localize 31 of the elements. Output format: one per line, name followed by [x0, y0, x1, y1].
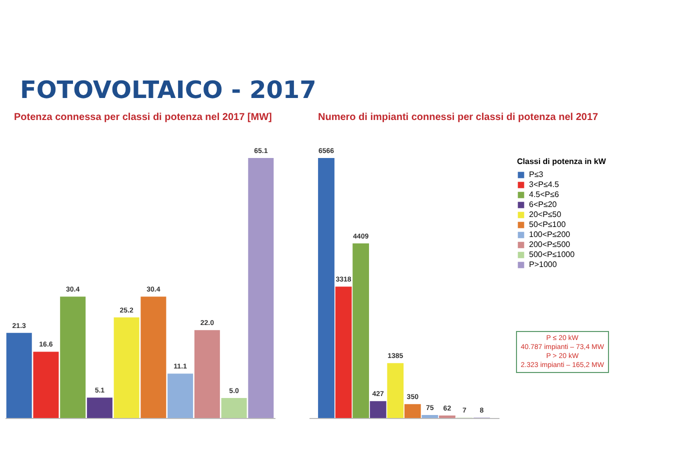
bar — [86, 398, 112, 418]
chart-subtitle: Potenza connessa per classi di potenza nel 2017 [MW] — [13, 111, 273, 125]
legend-label: 20<P≤50 — [529, 210, 562, 219]
bar — [248, 158, 274, 418]
bar — [140, 296, 166, 418]
legend-label: P≤3 — [529, 170, 544, 179]
chart-title: FOTOVOLTAICO - 2017 — [19, 75, 318, 106]
bar — [114, 317, 140, 418]
bar — [221, 398, 247, 418]
legend-label: 4.5<P≤6 — [529, 190, 560, 199]
bar — [318, 158, 334, 418]
legend-title: Classi di potenza in kW — [517, 157, 606, 166]
bar — [352, 243, 370, 418]
legend-label: P>1000 — [529, 260, 558, 269]
legend-label: 500<P≤1000 — [529, 250, 576, 259]
bar — [168, 374, 194, 418]
legend-label: 6<P≤20 — [529, 200, 558, 209]
chart-title: Numero di impianti connessi per classi di potenza nel 2017 — [317, 111, 600, 125]
bar — [33, 352, 59, 418]
bar — [6, 332, 32, 418]
legend-label: 50<P≤100 — [529, 220, 566, 229]
bar — [387, 363, 404, 418]
bar — [404, 404, 421, 418]
legend-label: 100<P≤200 — [529, 230, 571, 239]
bar — [370, 401, 386, 418]
bar — [60, 296, 86, 418]
bar — [335, 286, 352, 418]
legend-label: 3<P≤4.5 — [529, 180, 560, 189]
bar — [194, 330, 220, 418]
bar — [422, 415, 438, 418]
legend-label: 200<P≤500 — [529, 240, 571, 249]
